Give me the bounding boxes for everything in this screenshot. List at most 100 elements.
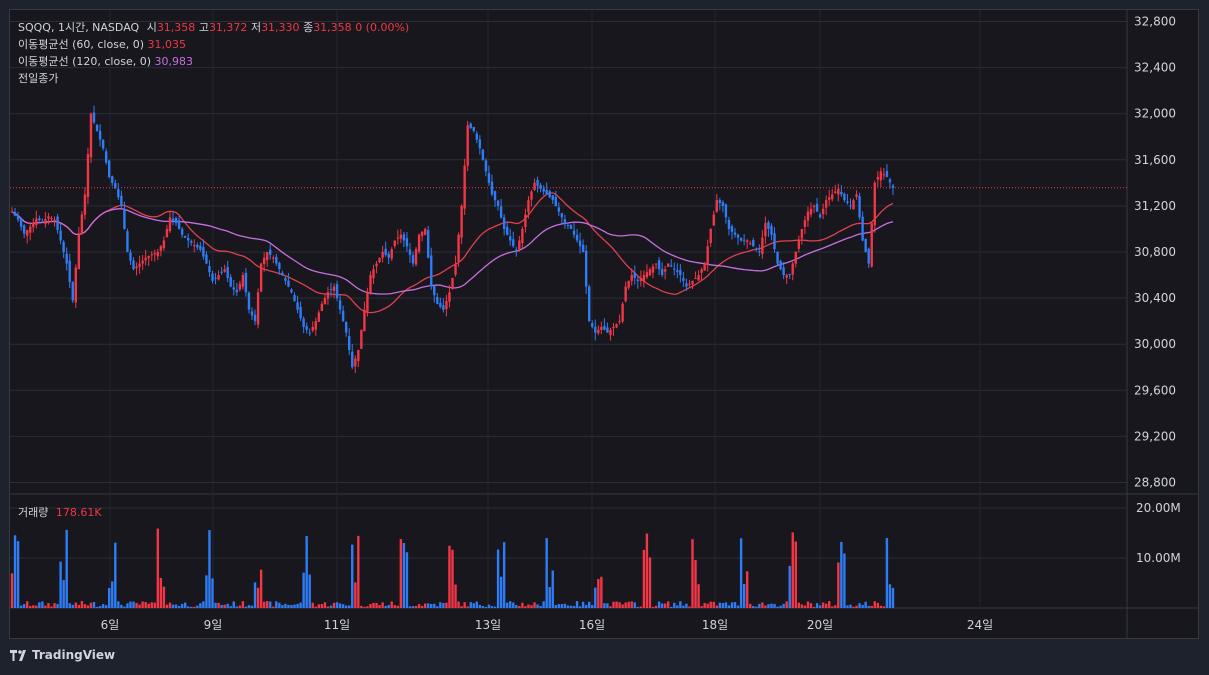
ohlc-row: SQQQ, 1시간, NASDAQ 시31,358 고31,372 저31,33… [18, 19, 409, 36]
volume-bar [466, 606, 469, 608]
volume-bar [220, 604, 223, 608]
volume-bar [788, 565, 791, 608]
candle-body [727, 219, 731, 229]
volume-bar [305, 536, 308, 608]
candle-body [828, 197, 831, 200]
candle-body [378, 257, 381, 263]
candle-body [609, 329, 612, 336]
volume-bar [147, 603, 150, 608]
candle-body [502, 217, 506, 229]
volume-legend[interactable]: 거래량 178.61K [18, 504, 102, 520]
candle-body [265, 252, 269, 261]
candle-body [253, 314, 257, 322]
ma60-row[interactable]: 이동평균선 (60, close, 0) 31,035 [18, 36, 409, 53]
volume-tick-label: 10.00M [1136, 551, 1181, 565]
volume-bars [10, 528, 895, 608]
candle-body [496, 200, 500, 206]
volume-bar [764, 605, 767, 608]
symbol-label[interactable]: SQQQ, 1시간, NASDAQ [18, 21, 140, 34]
volume-bar [299, 602, 302, 608]
candle-body [138, 263, 141, 267]
candle-body [314, 321, 317, 330]
candle-body [685, 283, 688, 287]
volume-bar [381, 602, 384, 608]
volume-bar [290, 605, 293, 608]
candle-body [606, 327, 609, 333]
volume-bar [530, 605, 533, 608]
volume-bar [566, 605, 570, 608]
tradingview-brand[interactable]: TradingView [10, 648, 115, 662]
ma120-row[interactable]: 이동평균선 (120, close, 0) 30,983 [18, 53, 409, 70]
candle-body [335, 284, 339, 299]
candle-body [657, 260, 661, 270]
volume-bar [891, 587, 895, 608]
candle-body [65, 253, 68, 264]
time-tick-label: 24일 [967, 618, 993, 632]
volume-bar [141, 601, 144, 608]
volume-bar [405, 552, 409, 608]
candle-body [53, 219, 56, 222]
candle-body [834, 191, 837, 194]
volume-bar [44, 605, 47, 608]
volume-bar [654, 605, 658, 608]
volume-bar [694, 560, 697, 608]
candle-body [414, 249, 418, 265]
volume-bar [636, 606, 640, 608]
volume-bar [630, 601, 633, 608]
price-tick-label: 31,200 [1134, 199, 1176, 213]
volume-bar [691, 539, 694, 608]
volume-bar [733, 602, 737, 608]
price-tick-label: 30,000 [1134, 337, 1176, 351]
volume-bar [83, 604, 87, 608]
candle-body [165, 228, 169, 238]
candle-body [351, 351, 354, 368]
volume-bar [606, 603, 609, 608]
price-tick-label: 29,600 [1134, 383, 1176, 397]
volume-bar [387, 604, 390, 608]
volume-bar [132, 601, 135, 608]
candle-body [451, 277, 454, 290]
candle-body [89, 113, 93, 158]
volume-bar [150, 602, 153, 608]
volume-bar [873, 601, 876, 608]
candle-body [369, 275, 372, 295]
candle-body [791, 263, 794, 275]
time-tick-label: 20일 [807, 618, 833, 632]
candle-body [420, 231, 424, 236]
candle-body [603, 325, 606, 330]
volume-bar [575, 601, 579, 608]
prev-close-row[interactable]: 전일종가 [18, 70, 409, 87]
volume-bar [62, 580, 65, 608]
candle-body [202, 247, 205, 257]
candle-body [670, 265, 673, 267]
candle-body [627, 280, 630, 288]
volume-bar [360, 605, 363, 608]
candle-body [843, 193, 846, 201]
candle-body [123, 208, 126, 229]
low-value: 31,330 [261, 21, 300, 34]
candle-body [363, 309, 366, 332]
candle-body [86, 154, 90, 197]
candle-body [861, 216, 864, 241]
candle-body [597, 329, 600, 334]
candle-body [177, 220, 181, 229]
volume-bar [812, 606, 816, 608]
price-tick-label: 30,400 [1134, 291, 1176, 305]
candle-body [612, 326, 615, 329]
candle-body [108, 160, 111, 178]
time-tick-label: 11일 [324, 618, 350, 632]
candle-body [676, 270, 679, 273]
candle-body [296, 302, 299, 310]
volume-bar [193, 606, 196, 608]
candle-body [232, 287, 235, 290]
candle-body [205, 254, 208, 264]
candle-body [594, 326, 597, 333]
candle-body [706, 246, 709, 266]
candle-body [885, 170, 889, 178]
volume-bar [539, 605, 542, 608]
volume-bar [478, 604, 482, 608]
candle-body [554, 197, 557, 206]
volume-bar [493, 606, 497, 608]
candle-body [800, 228, 804, 239]
